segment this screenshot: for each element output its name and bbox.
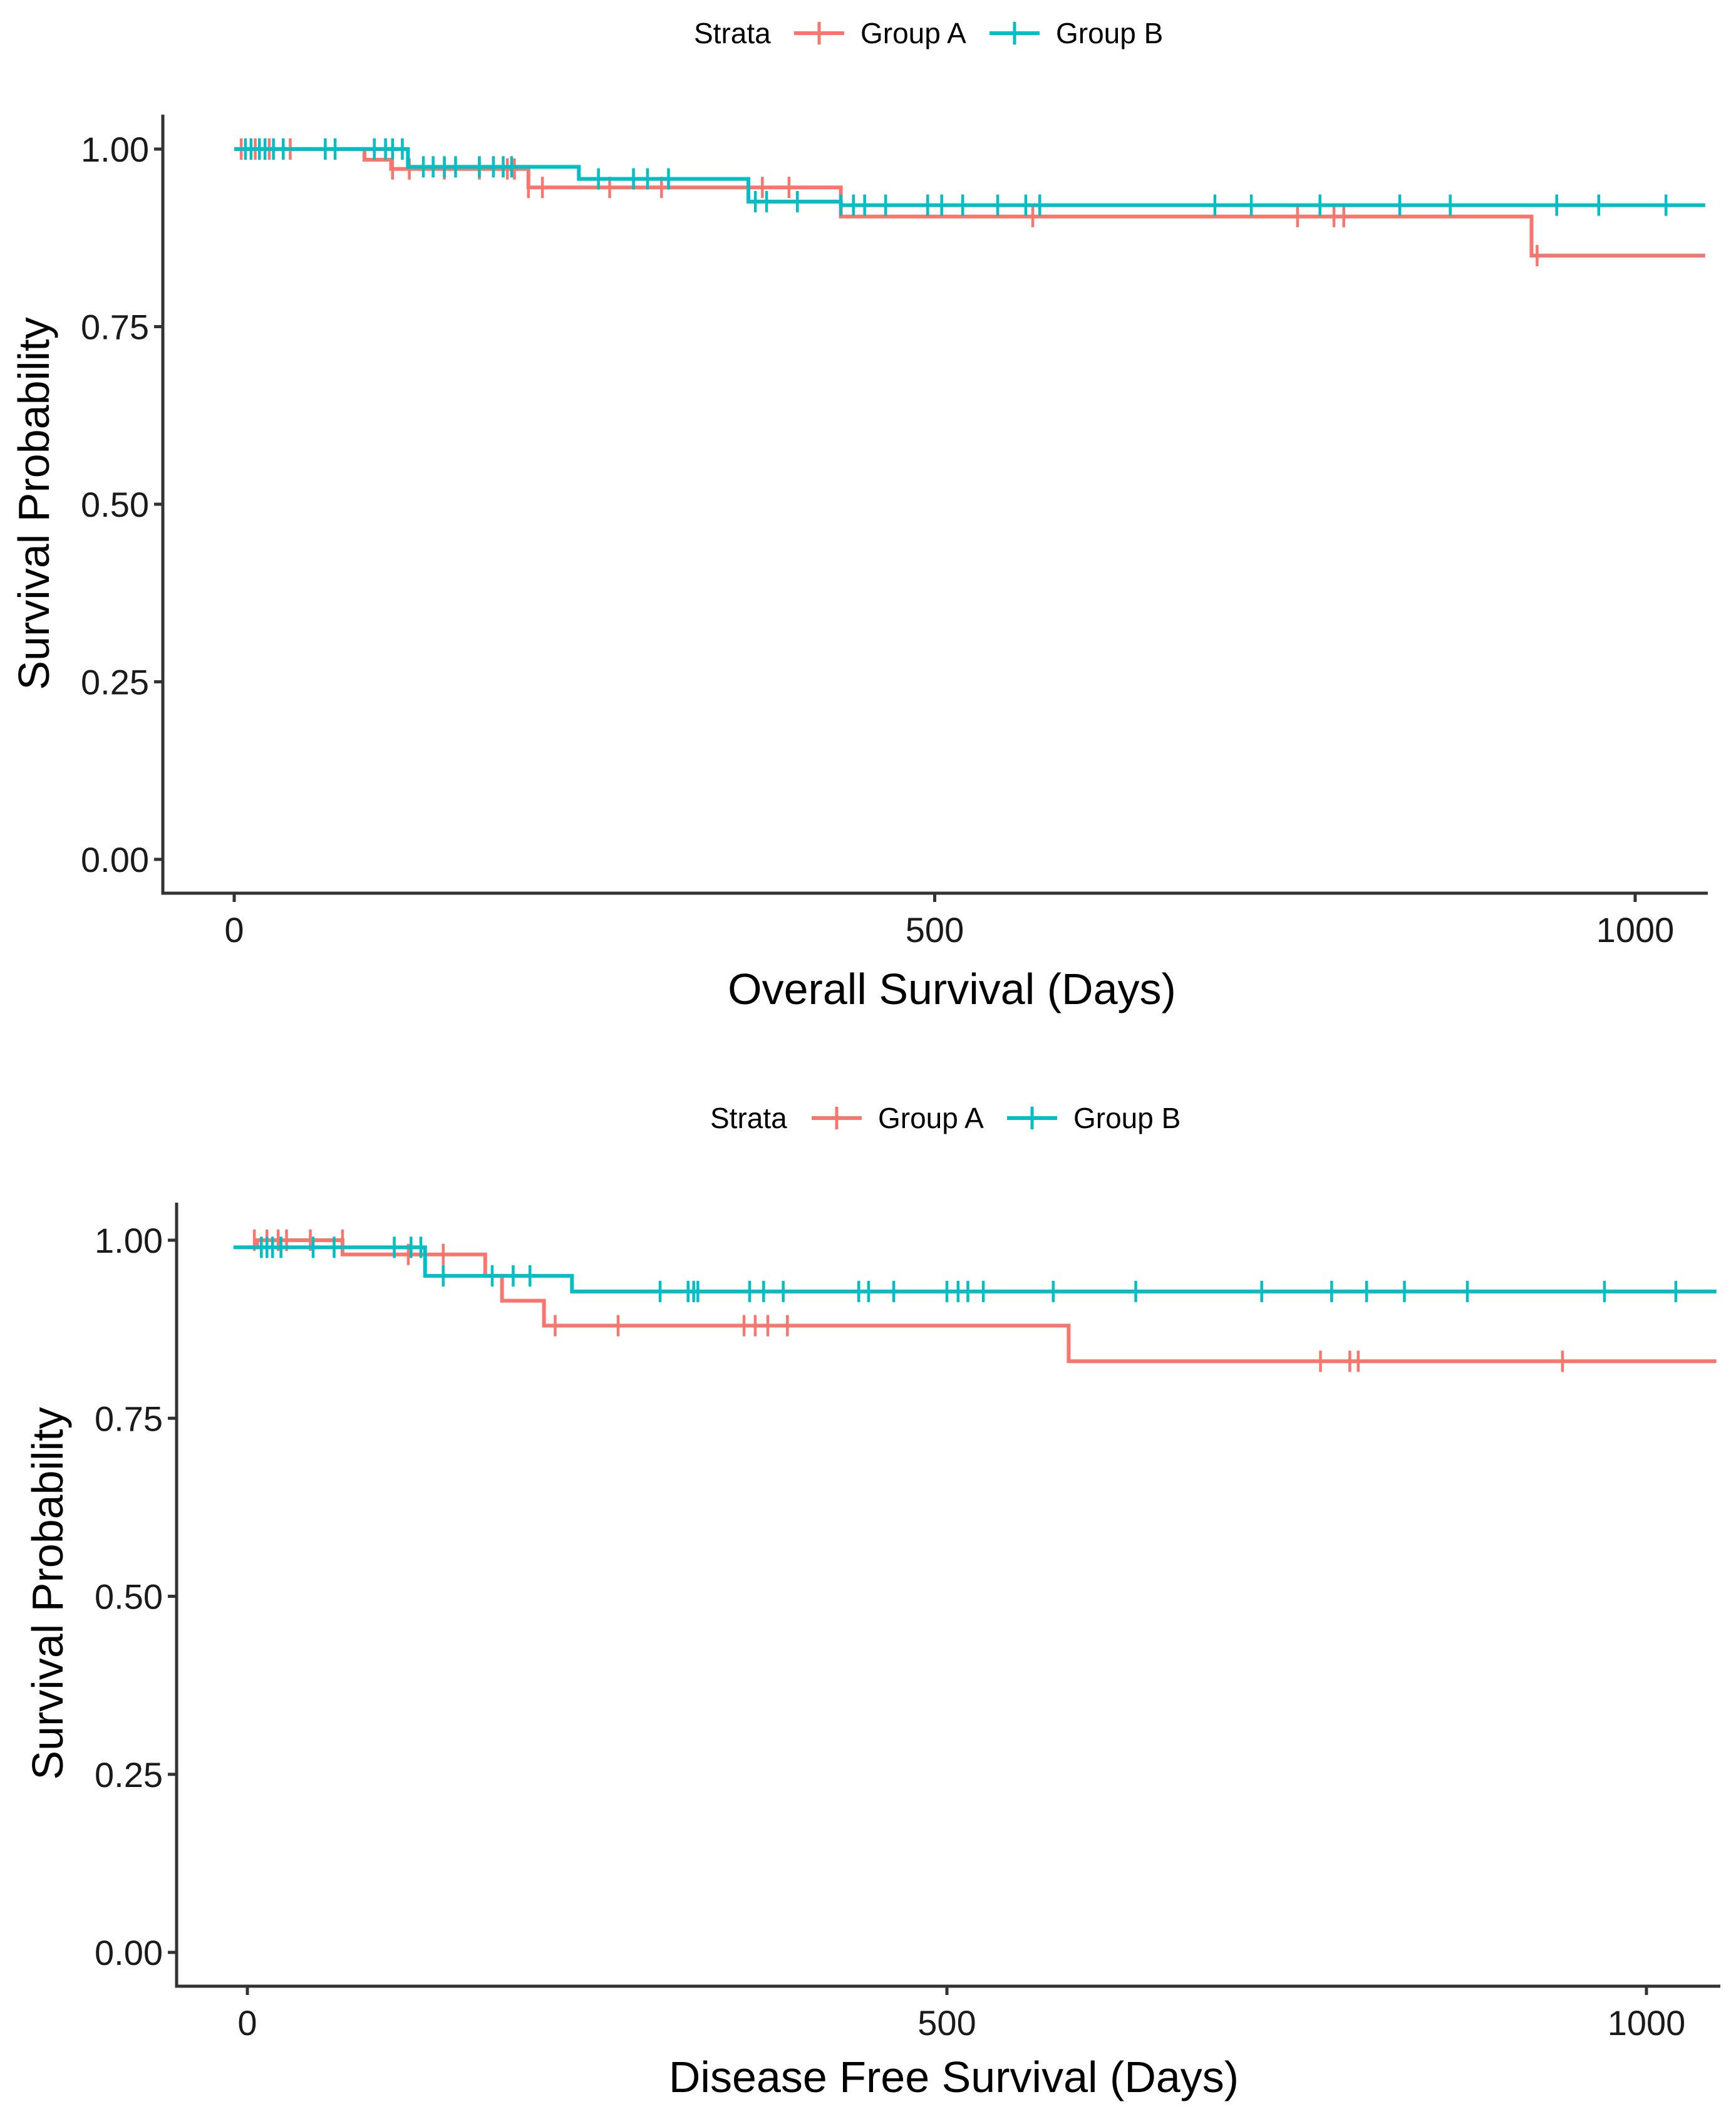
axis-lines bbox=[161, 115, 1708, 895]
x-axis-title: Overall Survival (Days) bbox=[728, 965, 1176, 1013]
y-tick-label: 0.00 bbox=[81, 840, 149, 879]
y-tick-label: 1.00 bbox=[95, 1221, 163, 1260]
y-tick-label: 1.00 bbox=[81, 130, 149, 169]
survival-curves bbox=[233, 1230, 1717, 1372]
x-axis-ticks: 0 500 1000 bbox=[237, 1986, 1685, 2043]
legend-label-group-a: Group A bbox=[860, 17, 966, 49]
x-axis-title: Disease Free Survival (Days) bbox=[669, 2053, 1239, 2101]
x-axis-ticks: 0 500 1000 bbox=[224, 893, 1674, 950]
y-tick-label: 0.25 bbox=[95, 1755, 163, 1795]
legend-label-group-b: Group B bbox=[1056, 17, 1163, 49]
y-tick-label: 0.50 bbox=[81, 485, 149, 524]
legend-label-group-b: Group B bbox=[1073, 1102, 1181, 1134]
y-axis-ticks: 0.00 0.25 0.50 0.75 1.00 bbox=[81, 130, 163, 879]
disease-free-survival-panel: Strata Group A Group B 0.00 0.25 0.50 0.75 1… bbox=[23, 1102, 1720, 2101]
y-tick-label: 0.75 bbox=[95, 1399, 163, 1438]
legend-title: Strata bbox=[710, 1102, 787, 1134]
x-tick-label: 500 bbox=[917, 2003, 976, 2043]
overall-survival-panel: Strata Group A Group B 0.00 0.25 0.50 0.75 1… bbox=[9, 17, 1708, 1013]
x-tick-label: 1000 bbox=[1596, 910, 1675, 950]
legend: Strata Group A Group B bbox=[710, 1102, 1181, 1134]
axis-lines bbox=[175, 1203, 1720, 1988]
y-tick-label: 0.25 bbox=[81, 663, 149, 702]
y-tick-label: 0.00 bbox=[95, 1933, 163, 1972]
x-tick-label: 1000 bbox=[1608, 2003, 1686, 2043]
x-tick-label: 0 bbox=[237, 2003, 257, 2043]
x-tick-label: 500 bbox=[906, 910, 964, 950]
y-axis-ticks: 0.00 0.25 0.50 0.75 1.00 bbox=[95, 1221, 177, 1972]
survival-curves bbox=[234, 138, 1705, 267]
x-tick-label: 0 bbox=[224, 910, 244, 950]
y-tick-label: 0.75 bbox=[81, 308, 149, 347]
y-tick-label: 0.50 bbox=[95, 1577, 163, 1617]
legend-title: Strata bbox=[694, 17, 771, 49]
y-axis-title: Survival Probability bbox=[9, 317, 58, 690]
legend: Strata Group A Group B bbox=[694, 17, 1163, 49]
legend-label-group-a: Group A bbox=[878, 1102, 984, 1134]
y-axis-title: Survival Probability bbox=[23, 1407, 72, 1780]
